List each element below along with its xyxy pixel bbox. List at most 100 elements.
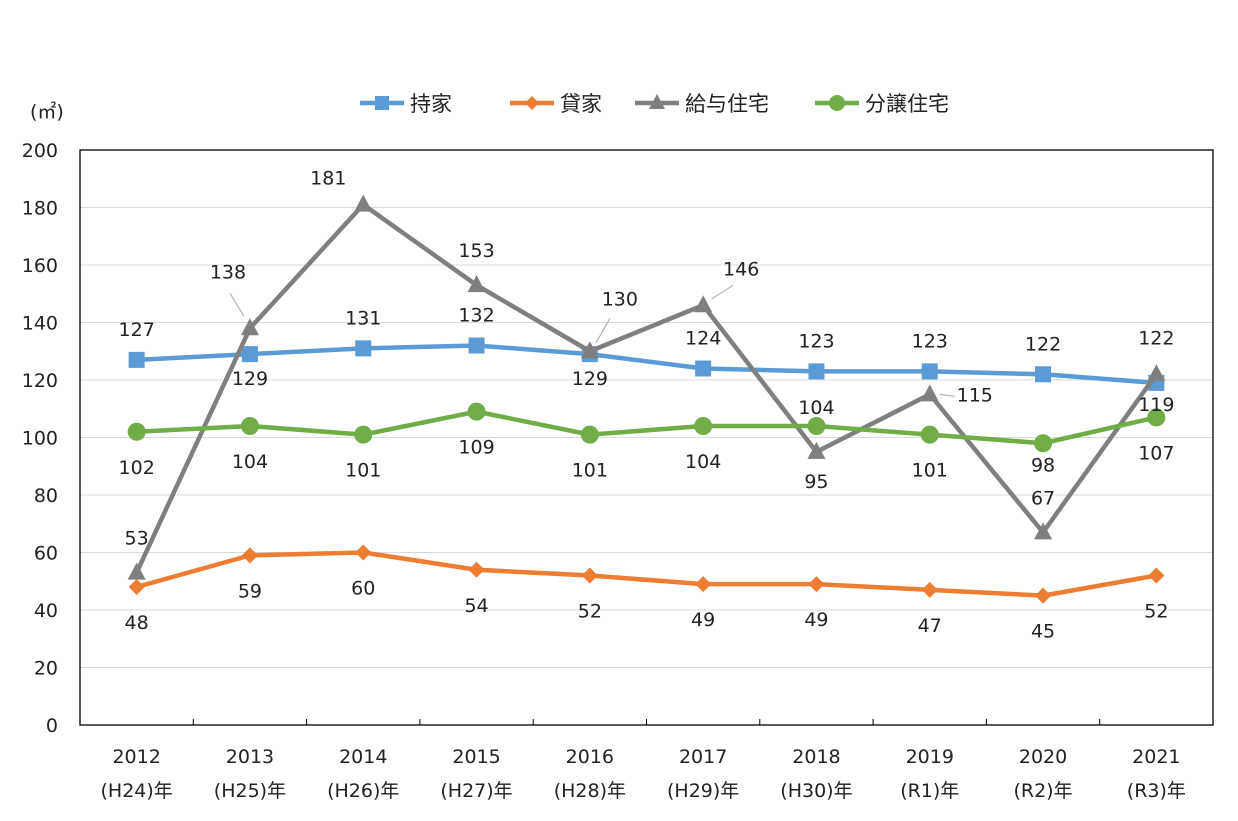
data-label: 115 <box>957 384 993 406</box>
x-tick-label-year: 2013 <box>226 746 274 768</box>
y-tick-label: 140 <box>22 313 58 335</box>
data-label: 104 <box>232 451 268 473</box>
data-label: 123 <box>912 330 948 352</box>
leader-line <box>939 393 955 397</box>
x-tick-label-year: 2012 <box>112 746 160 768</box>
data-label: 138 <box>210 261 246 283</box>
marker-square <box>355 340 372 357</box>
marker-circle <box>807 417 826 435</box>
marker-diamond <box>808 576 825 593</box>
data-label: 123 <box>798 330 834 352</box>
marker-circle <box>829 95 845 111</box>
marker-diamond <box>695 576 712 593</box>
legend-label: 給与住宅 <box>685 92 769 116</box>
marker-diamond <box>581 567 598 584</box>
marker-circle <box>580 425 599 444</box>
legend-item: 分譲住宅 <box>815 92 949 116</box>
series-line <box>136 409 1157 446</box>
marker-triangle <box>240 318 259 336</box>
data-label: 45 <box>1031 621 1055 643</box>
marker-triangle <box>1147 364 1166 382</box>
legend-label: 分譲住宅 <box>865 92 949 116</box>
legend-item: 持家 <box>360 92 452 116</box>
marker-square <box>241 346 258 363</box>
data-label: 47 <box>918 615 942 637</box>
marker-diamond <box>525 96 539 110</box>
legend-label: 持家 <box>410 92 452 116</box>
y-tick-label: 200 <box>22 140 58 162</box>
marker-square <box>808 363 825 380</box>
x-tick-label-era: (R2)年 <box>1013 780 1072 802</box>
data-label: 104 <box>685 451 721 473</box>
x-tick-label-year: 2020 <box>1019 746 1067 768</box>
series-line <box>136 550 1157 598</box>
marker-circle <box>467 402 486 421</box>
data-label: 98 <box>1031 454 1055 476</box>
marker-triangle <box>1034 522 1053 540</box>
y-tick-label: 180 <box>22 198 58 220</box>
marker-diamond <box>1035 587 1052 604</box>
data-label: 131 <box>345 307 381 329</box>
marker-triangle <box>127 562 146 580</box>
marker-square <box>468 337 485 354</box>
marker-diamond <box>128 579 145 595</box>
data-label: 101 <box>912 460 948 482</box>
data-label: 52 <box>1144 601 1168 623</box>
marker-circle <box>920 425 939 444</box>
data-label: 102 <box>119 457 155 479</box>
x-tick-label-year: 2015 <box>452 746 500 768</box>
marker-circle <box>354 425 373 444</box>
gridlines <box>80 207 1213 668</box>
marker-square <box>921 363 938 380</box>
marker-triangle <box>694 295 713 313</box>
data-label: 101 <box>572 460 608 482</box>
series-circle <box>127 402 1166 453</box>
data-label: 109 <box>458 437 494 459</box>
leader-line <box>229 292 245 317</box>
marker-triangle <box>467 275 486 293</box>
data-label: 119 <box>1138 394 1174 416</box>
x-tick-label-era: (H29)年 <box>667 780 739 802</box>
data-label: 146 <box>723 258 759 280</box>
data-label: 48 <box>125 612 149 634</box>
x-tick-label-era: (H28)年 <box>554 780 626 802</box>
data-label: 122 <box>1025 333 1061 355</box>
marker-circle <box>694 417 713 435</box>
x-tick-label-year: 2019 <box>906 746 954 768</box>
x-tick-label-year: 2017 <box>679 746 727 768</box>
y-tick-label: 60 <box>34 543 58 565</box>
series-diamond <box>128 544 1165 604</box>
data-label: 60 <box>351 578 375 600</box>
legend-label: 貸家 <box>560 92 602 116</box>
y-tick-label: 40 <box>34 600 58 622</box>
series-square <box>128 337 1165 391</box>
data-label: 127 <box>119 319 155 341</box>
marker-circle <box>1034 434 1053 453</box>
marker-diamond <box>1148 567 1165 584</box>
data-label: 129 <box>232 368 268 390</box>
data-label: 49 <box>804 609 828 631</box>
y-tick-label: 100 <box>22 428 58 450</box>
marker-square <box>375 96 389 110</box>
x-tick-label-era: (R1)年 <box>900 780 959 802</box>
data-label: 52 <box>578 601 602 623</box>
data-label: 122 <box>1138 327 1174 349</box>
data-label: 124 <box>685 328 721 350</box>
y-tick-label: 0 <box>46 715 58 737</box>
legend: 持家 貸家 給与住宅 分譲住宅 <box>360 92 949 116</box>
marker-circle <box>127 422 146 441</box>
marker-diamond <box>355 544 372 561</box>
x-tick-label-year: 2021 <box>1132 746 1180 768</box>
data-label: 107 <box>1138 442 1174 464</box>
data-label: 181 <box>310 168 346 190</box>
marker-square <box>695 360 712 377</box>
data-label: 101 <box>345 460 381 482</box>
y-tick-label: 160 <box>22 255 58 277</box>
legend-item: 給与住宅 <box>635 92 769 116</box>
x-tick-label-era: (H30)年 <box>780 780 852 802</box>
x-tick-label-era: (H26)年 <box>327 780 399 802</box>
marker-triangle <box>354 194 373 212</box>
data-label: 53 <box>125 528 149 550</box>
